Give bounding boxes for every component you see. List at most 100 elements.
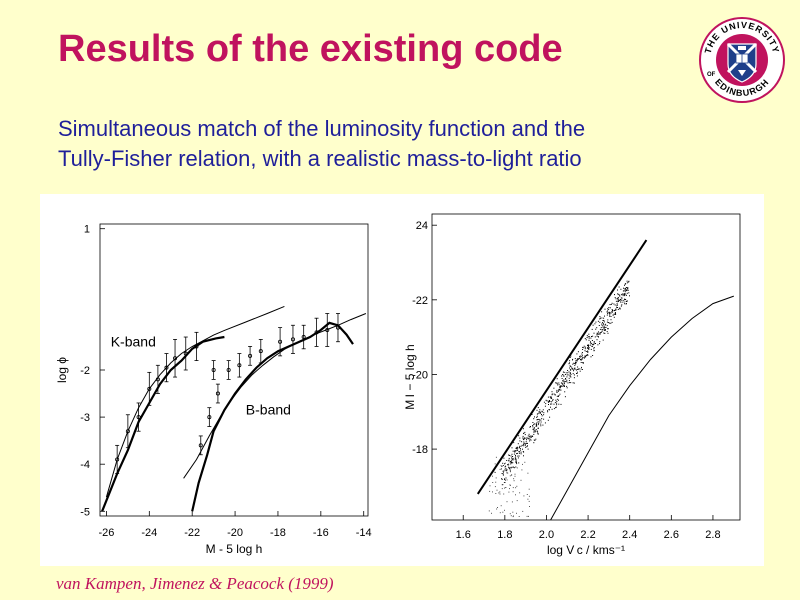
scatter-point bbox=[540, 421, 542, 423]
scatter-point bbox=[625, 288, 626, 290]
scatter-point bbox=[515, 494, 516, 496]
scatter-point bbox=[528, 515, 529, 517]
scatter-point bbox=[524, 437, 526, 439]
scatter-point bbox=[614, 309, 616, 311]
scatter-point bbox=[539, 411, 541, 413]
scatter-point bbox=[561, 383, 563, 385]
scatter-point bbox=[512, 516, 514, 518]
scatter-point bbox=[489, 485, 491, 487]
scatter-point bbox=[519, 492, 521, 494]
scatter-point bbox=[540, 412, 542, 414]
scatter-point bbox=[603, 326, 605, 328]
scatter-point bbox=[533, 427, 535, 429]
scatter-point bbox=[533, 430, 535, 432]
scatter-point bbox=[519, 440, 521, 442]
scatter-point bbox=[504, 478, 505, 480]
scatter-point bbox=[567, 382, 569, 384]
scatter-point bbox=[573, 377, 575, 379]
scatter-point bbox=[506, 469, 508, 471]
scatter-point bbox=[538, 418, 540, 420]
scatter-point bbox=[604, 308, 606, 310]
scatter-point bbox=[517, 455, 519, 457]
scatter-point bbox=[542, 424, 544, 426]
scatter-point bbox=[525, 442, 527, 444]
scatter-point bbox=[561, 378, 563, 379]
tully-fisher-chart: 1.6 1.8 2.0 2.2 2.4 2.6 2.8 24 -22 -20 -18 log V c … bbox=[403, 213, 741, 557]
scatter-point bbox=[612, 314, 614, 316]
scatter-point bbox=[569, 365, 571, 367]
scatter-point bbox=[495, 481, 497, 483]
scatter-point bbox=[533, 423, 535, 425]
scatter-point bbox=[495, 493, 497, 494]
scatter-point bbox=[618, 307, 620, 309]
scatter-point bbox=[532, 422, 534, 423]
scatter-point bbox=[550, 406, 551, 408]
scatter-point bbox=[580, 368, 582, 370]
scatter-point bbox=[556, 382, 558, 384]
scatter-point bbox=[513, 453, 515, 455]
scatter-point bbox=[606, 321, 608, 323]
scatter-point bbox=[593, 348, 595, 350]
scatter-point bbox=[604, 329, 606, 330]
scatter-point bbox=[527, 498, 529, 500]
scatter-point bbox=[500, 465, 502, 467]
scatter-point bbox=[517, 448, 519, 450]
scatter-point bbox=[624, 294, 626, 296]
scatter-point bbox=[564, 396, 566, 398]
scatter-point bbox=[504, 466, 506, 468]
scatter-point bbox=[619, 308, 621, 310]
scatter-point bbox=[512, 458, 514, 459]
scatter-point bbox=[543, 401, 545, 403]
scatter-point bbox=[582, 357, 584, 359]
scatter-point bbox=[579, 356, 581, 357]
scatter-point bbox=[533, 431, 535, 433]
scatter-point bbox=[577, 358, 579, 360]
scatter-point bbox=[569, 360, 571, 362]
scatter-point bbox=[556, 395, 558, 397]
scatter-point bbox=[567, 372, 569, 374]
scatter-point bbox=[506, 470, 508, 472]
scatter-point bbox=[561, 385, 563, 387]
scatter-point bbox=[534, 431, 536, 433]
scatter-point bbox=[608, 313, 610, 315]
scatter-point bbox=[521, 444, 523, 446]
scatter-point bbox=[587, 347, 589, 349]
scatter-point bbox=[576, 373, 578, 374]
scatter-point bbox=[543, 414, 545, 416]
scatter-point bbox=[583, 347, 585, 349]
scatter-point bbox=[586, 337, 588, 339]
scatter-point bbox=[517, 443, 519, 445]
scatter-point bbox=[541, 411, 543, 413]
scatter-point bbox=[575, 360, 577, 362]
scatter-point bbox=[572, 373, 574, 375]
scatter-point bbox=[547, 419, 549, 421]
scatter-point bbox=[607, 313, 609, 315]
scatter-point bbox=[539, 411, 541, 413]
y-tick-label: -3 bbox=[80, 412, 90, 424]
scatter-point bbox=[558, 389, 559, 391]
scatter-point bbox=[569, 382, 571, 384]
scatter-point bbox=[566, 381, 568, 383]
scatter-point bbox=[623, 287, 624, 289]
scatter-point bbox=[599, 332, 601, 334]
scatter-point bbox=[565, 378, 567, 380]
scatter-point bbox=[558, 388, 560, 390]
scatter-point bbox=[622, 290, 624, 292]
x-axis-label: M - 5 log h bbox=[206, 542, 263, 556]
scatter-point bbox=[523, 442, 525, 444]
scatter-point bbox=[592, 355, 594, 356]
scatter-point bbox=[533, 439, 535, 441]
citation: van Kampen, Jimenez & Peacock (1999) bbox=[56, 574, 334, 593]
scatter-point bbox=[550, 396, 552, 398]
scatter-point bbox=[502, 473, 504, 475]
scatter-point bbox=[511, 457, 512, 459]
scatter-point bbox=[621, 304, 623, 306]
scatter-point bbox=[627, 289, 629, 291]
scatter-point bbox=[522, 448, 523, 450]
scatter-point bbox=[584, 338, 586, 340]
model-curve bbox=[101, 335, 225, 512]
scatter-point bbox=[517, 452, 519, 454]
scatter-point bbox=[550, 396, 552, 398]
y-tick-label: 1 bbox=[84, 224, 90, 236]
scatter-point bbox=[508, 466, 510, 468]
